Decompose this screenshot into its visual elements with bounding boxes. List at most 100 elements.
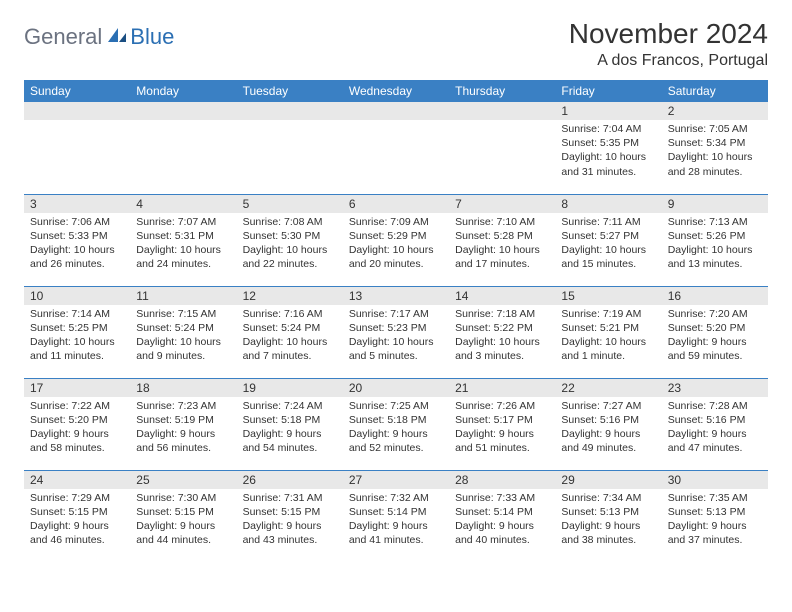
calendar-day-cell: 6Sunrise: 7:09 AMSunset: 5:29 PMDaylight… — [343, 194, 449, 286]
day-body: Sunrise: 7:26 AMSunset: 5:17 PMDaylight:… — [449, 397, 555, 460]
daylight-text: Daylight: 9 hours and 47 minutes. — [668, 427, 762, 455]
day-number: 23 — [662, 379, 768, 397]
daylight-text: Daylight: 9 hours and 59 minutes. — [668, 335, 762, 363]
calendar-week-row: 17Sunrise: 7:22 AMSunset: 5:20 PMDayligh… — [24, 378, 768, 470]
daylight-text: Daylight: 10 hours and 1 minute. — [561, 335, 655, 363]
daylight-text: Daylight: 10 hours and 11 minutes. — [30, 335, 124, 363]
calendar-day-cell: 3Sunrise: 7:06 AMSunset: 5:33 PMDaylight… — [24, 194, 130, 286]
day-body: Sunrise: 7:20 AMSunset: 5:20 PMDaylight:… — [662, 305, 768, 368]
calendar-day-cell — [130, 102, 236, 194]
day-body: Sunrise: 7:33 AMSunset: 5:14 PMDaylight:… — [449, 489, 555, 552]
sunrise-text: Sunrise: 7:35 AM — [668, 491, 762, 505]
day-body: Sunrise: 7:11 AMSunset: 5:27 PMDaylight:… — [555, 213, 661, 276]
calendar-table: Sunday Monday Tuesday Wednesday Thursday… — [24, 80, 768, 562]
calendar-day-cell — [237, 102, 343, 194]
calendar-day-cell: 1Sunrise: 7:04 AMSunset: 5:35 PMDaylight… — [555, 102, 661, 194]
sunrise-text: Sunrise: 7:18 AM — [455, 307, 549, 321]
day-number: 22 — [555, 379, 661, 397]
calendar-day-cell: 27Sunrise: 7:32 AMSunset: 5:14 PMDayligh… — [343, 470, 449, 562]
sunrise-text: Sunrise: 7:32 AM — [349, 491, 443, 505]
calendar-day-cell: 15Sunrise: 7:19 AMSunset: 5:21 PMDayligh… — [555, 286, 661, 378]
calendar-day-cell: 5Sunrise: 7:08 AMSunset: 5:30 PMDaylight… — [237, 194, 343, 286]
day-body: Sunrise: 7:31 AMSunset: 5:15 PMDaylight:… — [237, 489, 343, 552]
logo: General Blue — [24, 24, 174, 50]
day-number: 14 — [449, 287, 555, 305]
sunset-text: Sunset: 5:18 PM — [349, 413, 443, 427]
calendar-day-cell: 23Sunrise: 7:28 AMSunset: 5:16 PMDayligh… — [662, 378, 768, 470]
daylight-text: Daylight: 10 hours and 28 minutes. — [668, 150, 762, 178]
day-number: 3 — [24, 195, 130, 213]
sunrise-text: Sunrise: 7:11 AM — [561, 215, 655, 229]
daylight-text: Daylight: 9 hours and 49 minutes. — [561, 427, 655, 455]
sunset-text: Sunset: 5:24 PM — [243, 321, 337, 335]
sunrise-text: Sunrise: 7:27 AM — [561, 399, 655, 413]
weekday-header-row: Sunday Monday Tuesday Wednesday Thursday… — [24, 80, 768, 102]
sunset-text: Sunset: 5:17 PM — [455, 413, 549, 427]
day-number: 28 — [449, 471, 555, 489]
sunrise-text: Sunrise: 7:14 AM — [30, 307, 124, 321]
calendar-week-row: 1Sunrise: 7:04 AMSunset: 5:35 PMDaylight… — [24, 102, 768, 194]
daylight-text: Daylight: 9 hours and 38 minutes. — [561, 519, 655, 547]
sunset-text: Sunset: 5:29 PM — [349, 229, 443, 243]
sunrise-text: Sunrise: 7:34 AM — [561, 491, 655, 505]
sunrise-text: Sunrise: 7:23 AM — [136, 399, 230, 413]
day-number: 1 — [555, 102, 661, 120]
sunrise-text: Sunrise: 7:30 AM — [136, 491, 230, 505]
calendar-day-cell — [343, 102, 449, 194]
sunset-text: Sunset: 5:23 PM — [349, 321, 443, 335]
day-body: Sunrise: 7:13 AMSunset: 5:26 PMDaylight:… — [662, 213, 768, 276]
daylight-text: Daylight: 9 hours and 37 minutes. — [668, 519, 762, 547]
weekday-header: Monday — [130, 80, 236, 102]
sunset-text: Sunset: 5:19 PM — [136, 413, 230, 427]
day-body: Sunrise: 7:17 AMSunset: 5:23 PMDaylight:… — [343, 305, 449, 368]
day-body: Sunrise: 7:29 AMSunset: 5:15 PMDaylight:… — [24, 489, 130, 552]
day-number: 7 — [449, 195, 555, 213]
sunrise-text: Sunrise: 7:07 AM — [136, 215, 230, 229]
day-body: Sunrise: 7:08 AMSunset: 5:30 PMDaylight:… — [237, 213, 343, 276]
day-body: Sunrise: 7:28 AMSunset: 5:16 PMDaylight:… — [662, 397, 768, 460]
sunrise-text: Sunrise: 7:13 AM — [668, 215, 762, 229]
sunrise-text: Sunrise: 7:31 AM — [243, 491, 337, 505]
day-number: 16 — [662, 287, 768, 305]
day-number: 2 — [662, 102, 768, 120]
day-number: 25 — [130, 471, 236, 489]
day-body: Sunrise: 7:30 AMSunset: 5:15 PMDaylight:… — [130, 489, 236, 552]
daylight-text: Daylight: 9 hours and 52 minutes. — [349, 427, 443, 455]
daylight-text: Daylight: 9 hours and 41 minutes. — [349, 519, 443, 547]
sunset-text: Sunset: 5:15 PM — [136, 505, 230, 519]
sunset-text: Sunset: 5:22 PM — [455, 321, 549, 335]
calendar-day-cell: 26Sunrise: 7:31 AMSunset: 5:15 PMDayligh… — [237, 470, 343, 562]
sunset-text: Sunset: 5:16 PM — [561, 413, 655, 427]
sunrise-text: Sunrise: 7:17 AM — [349, 307, 443, 321]
daylight-text: Daylight: 10 hours and 22 minutes. — [243, 243, 337, 271]
day-body: Sunrise: 7:32 AMSunset: 5:14 PMDaylight:… — [343, 489, 449, 552]
day-body: Sunrise: 7:22 AMSunset: 5:20 PMDaylight:… — [24, 397, 130, 460]
sunset-text: Sunset: 5:20 PM — [668, 321, 762, 335]
sunset-text: Sunset: 5:15 PM — [243, 505, 337, 519]
daylight-text: Daylight: 9 hours and 51 minutes. — [455, 427, 549, 455]
sail-icon — [106, 26, 128, 49]
daylight-text: Daylight: 10 hours and 5 minutes. — [349, 335, 443, 363]
month-title: November 2024 — [569, 18, 768, 50]
calendar-day-cell: 17Sunrise: 7:22 AMSunset: 5:20 PMDayligh… — [24, 378, 130, 470]
day-body: Sunrise: 7:24 AMSunset: 5:18 PMDaylight:… — [237, 397, 343, 460]
calendar-day-cell: 7Sunrise: 7:10 AMSunset: 5:28 PMDaylight… — [449, 194, 555, 286]
header: General Blue November 2024 A dos Francos… — [24, 18, 768, 70]
sunset-text: Sunset: 5:20 PM — [30, 413, 124, 427]
sunrise-text: Sunrise: 7:04 AM — [561, 122, 655, 136]
calendar-day-cell: 25Sunrise: 7:30 AMSunset: 5:15 PMDayligh… — [130, 470, 236, 562]
daylight-text: Daylight: 10 hours and 31 minutes. — [561, 150, 655, 178]
calendar-day-cell: 14Sunrise: 7:18 AMSunset: 5:22 PMDayligh… — [449, 286, 555, 378]
day-body: Sunrise: 7:35 AMSunset: 5:13 PMDaylight:… — [662, 489, 768, 552]
daylight-text: Daylight: 10 hours and 9 minutes. — [136, 335, 230, 363]
sunrise-text: Sunrise: 7:05 AM — [668, 122, 762, 136]
calendar-day-cell: 18Sunrise: 7:23 AMSunset: 5:19 PMDayligh… — [130, 378, 236, 470]
day-body: Sunrise: 7:07 AMSunset: 5:31 PMDaylight:… — [130, 213, 236, 276]
sunset-text: Sunset: 5:13 PM — [561, 505, 655, 519]
day-number: 13 — [343, 287, 449, 305]
weekday-header: Sunday — [24, 80, 130, 102]
location: A dos Francos, Portugal — [569, 52, 768, 70]
daylight-text: Daylight: 9 hours and 56 minutes. — [136, 427, 230, 455]
calendar-day-cell — [449, 102, 555, 194]
day-number — [237, 102, 343, 120]
